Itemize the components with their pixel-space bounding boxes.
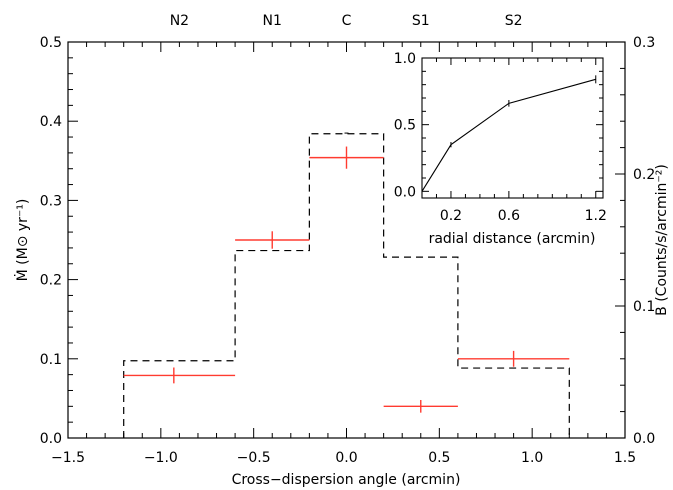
inset-profile-line xyxy=(421,78,596,192)
y-tick-label-left: 0.0 xyxy=(40,431,62,447)
x-tick-label: −1.5 xyxy=(51,450,85,466)
inset-y-tick-label: 0.5 xyxy=(394,118,416,134)
brightness-step-line xyxy=(123,133,570,438)
x-tick-label: 1.5 xyxy=(614,450,636,466)
region-label: N1 xyxy=(263,13,282,29)
inset-chart: 0.2 0.6 1.2 0.0 0.5 1.0 xyxy=(394,51,607,224)
main-axes: −1.5 −1.0 −0.5 0.0 0.5 1.0 1.5 0.0 0.1 0.2 0.3 0.4 0… xyxy=(40,13,656,466)
inset-frame xyxy=(421,57,604,199)
x-tick-label: −1.0 xyxy=(144,450,178,466)
y-tick-label-right: 0.3 xyxy=(633,35,655,51)
y-tick-label-right: 0.1 xyxy=(633,299,655,315)
inset-y-tick-label: 1.0 xyxy=(394,51,416,67)
inset-x-tick-label: 0.6 xyxy=(498,208,520,224)
y-tick-label-left: 0.5 xyxy=(40,35,62,51)
region-label: S1 xyxy=(412,13,430,29)
inset-x-tick-label: 1.2 xyxy=(585,208,607,224)
y-tick-label-left: 0.2 xyxy=(40,273,62,289)
x-tick-label: 1.0 xyxy=(521,450,543,466)
inset-background xyxy=(422,58,603,198)
region-label: C xyxy=(342,13,352,29)
x-axis-label: Cross−dispersion angle (arcmin) xyxy=(232,472,461,488)
x-tick-label: −0.5 xyxy=(237,450,271,466)
y-tick-label-left: 0.3 xyxy=(40,193,62,209)
y-axis-label-left: Ṁ (M⊙ yr⁻¹) xyxy=(13,199,31,282)
y-axis-label-right: B (Counts/s/arcmin⁻²) xyxy=(654,164,670,316)
brightness-series xyxy=(123,132,570,438)
x-tick-label: 0.0 xyxy=(335,450,357,466)
inset-x-tick-label: 0.2 xyxy=(440,208,462,224)
region-label: S2 xyxy=(505,13,523,29)
y-tick-label-left: 0.1 xyxy=(40,352,62,368)
y-tick-label-left: 0.4 xyxy=(40,114,62,130)
inset-y-tick-label: 0.0 xyxy=(394,184,416,200)
y-tick-label-right: 0.2 xyxy=(633,167,655,183)
y-tick-label-right: 0.0 xyxy=(633,431,655,447)
x-tick-label: 0.5 xyxy=(428,450,450,466)
inset-x-axis-label: radial distance (arcmin) xyxy=(429,231,596,247)
region-label: N2 xyxy=(170,13,189,29)
mdot-series xyxy=(123,146,570,413)
